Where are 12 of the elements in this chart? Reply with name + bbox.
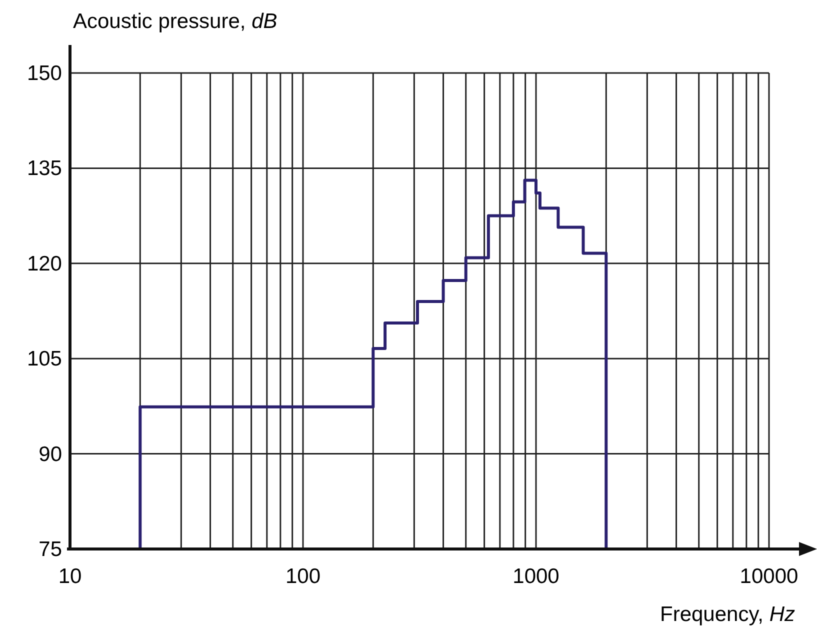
y-tick-label: 90 (38, 442, 62, 466)
y-tick-label: 105 (26, 348, 62, 371)
y-tick-label: 120 (26, 252, 62, 276)
x-tick-label: 10000 (740, 565, 798, 588)
x-axis-title: Frequency, Hz (660, 603, 796, 626)
x-tick-label: 1000 (512, 565, 560, 588)
x-tick-label: 100 (285, 565, 321, 588)
y-tick-label: 135 (26, 157, 62, 180)
y-tick-label: 75 (38, 538, 62, 561)
x-tick-label: 10 (58, 565, 82, 588)
y-tick-label: 150 (26, 62, 62, 85)
y-axis-title: Acoustic pressure, dB (73, 10, 278, 33)
